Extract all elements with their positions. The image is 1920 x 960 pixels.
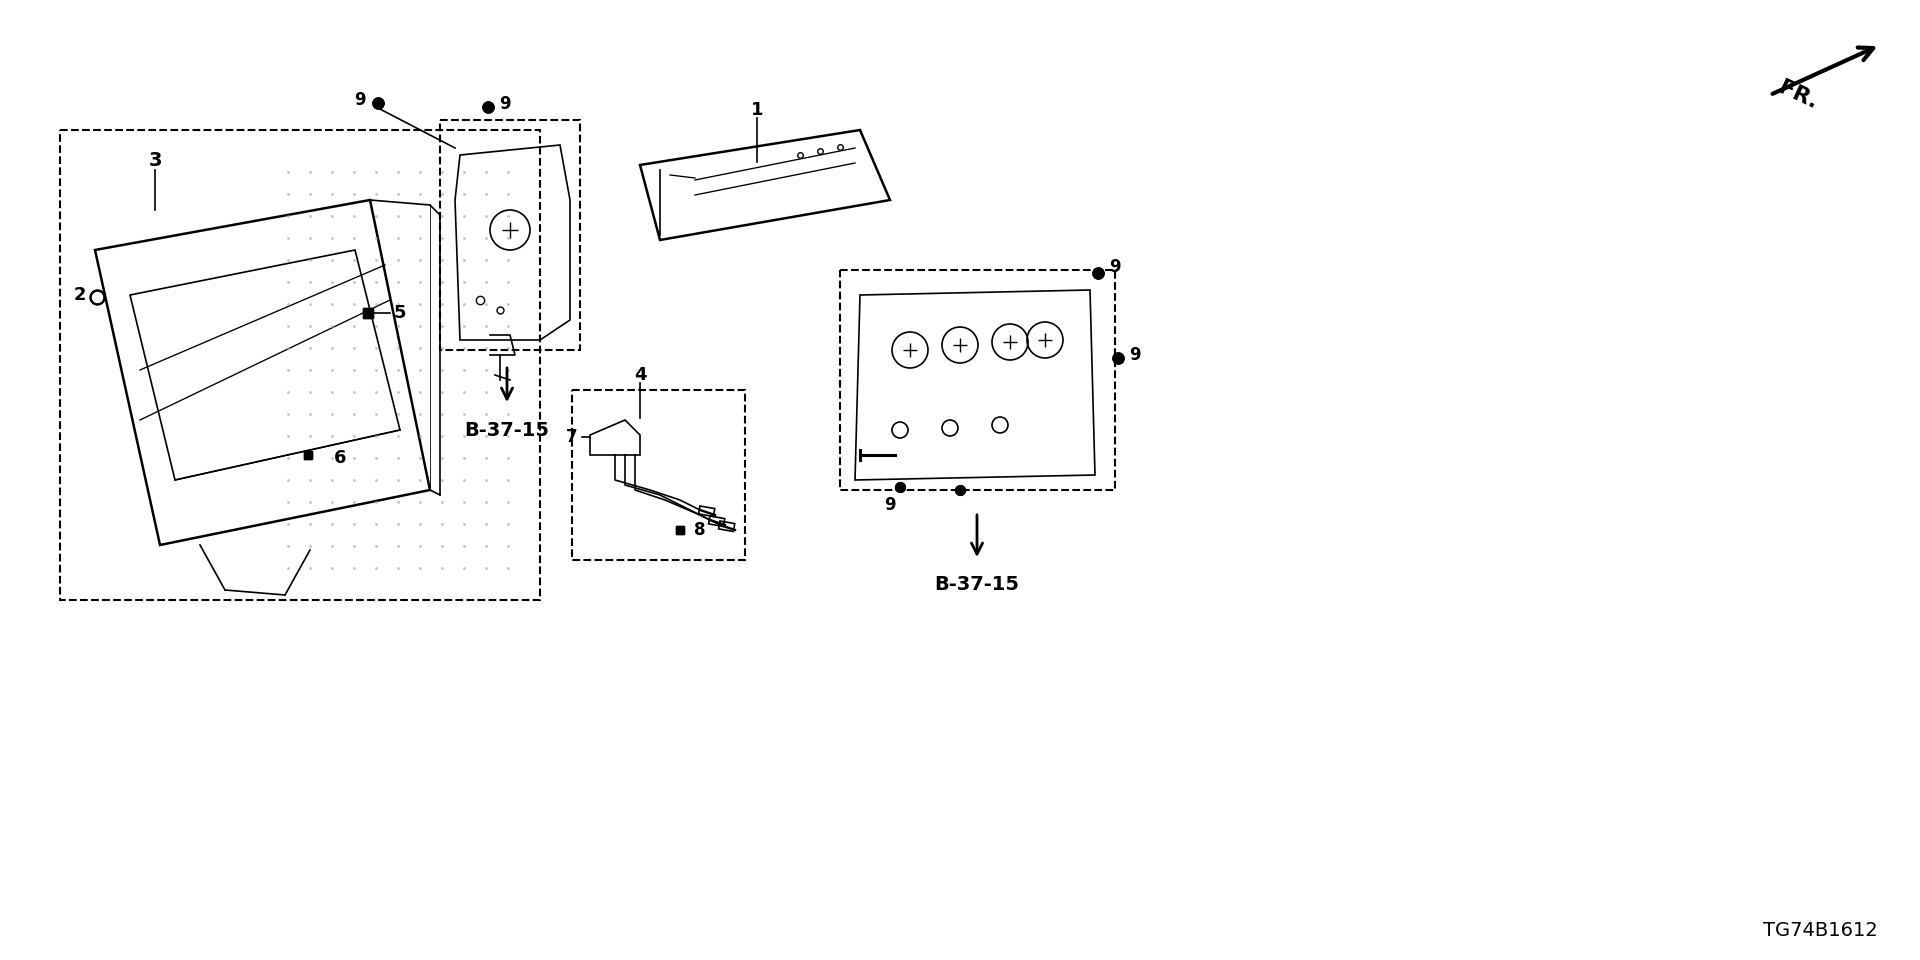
Text: 8: 8 xyxy=(695,521,707,539)
Text: B-37-15: B-37-15 xyxy=(935,575,1020,594)
Text: FR.: FR. xyxy=(1774,78,1820,112)
Text: 9: 9 xyxy=(353,91,367,109)
Text: 9: 9 xyxy=(885,496,897,514)
Text: 4: 4 xyxy=(634,366,647,384)
Text: 1: 1 xyxy=(751,101,764,119)
Bar xyxy=(841,270,1116,490)
Text: TG74B1612: TG74B1612 xyxy=(1763,921,1878,940)
Bar xyxy=(708,516,724,526)
Text: 2: 2 xyxy=(73,286,86,304)
Bar xyxy=(60,130,540,600)
Text: 9: 9 xyxy=(1110,258,1121,276)
Text: 7: 7 xyxy=(566,428,578,446)
Text: 6: 6 xyxy=(334,449,346,467)
Text: 9: 9 xyxy=(499,95,511,113)
Text: 9: 9 xyxy=(1129,346,1140,364)
Bar xyxy=(699,506,714,516)
Text: B-37-15: B-37-15 xyxy=(465,420,549,440)
Text: 5: 5 xyxy=(394,304,407,322)
Bar xyxy=(572,390,745,560)
Text: 3: 3 xyxy=(148,151,161,170)
Bar xyxy=(440,120,580,350)
Bar xyxy=(718,521,735,532)
